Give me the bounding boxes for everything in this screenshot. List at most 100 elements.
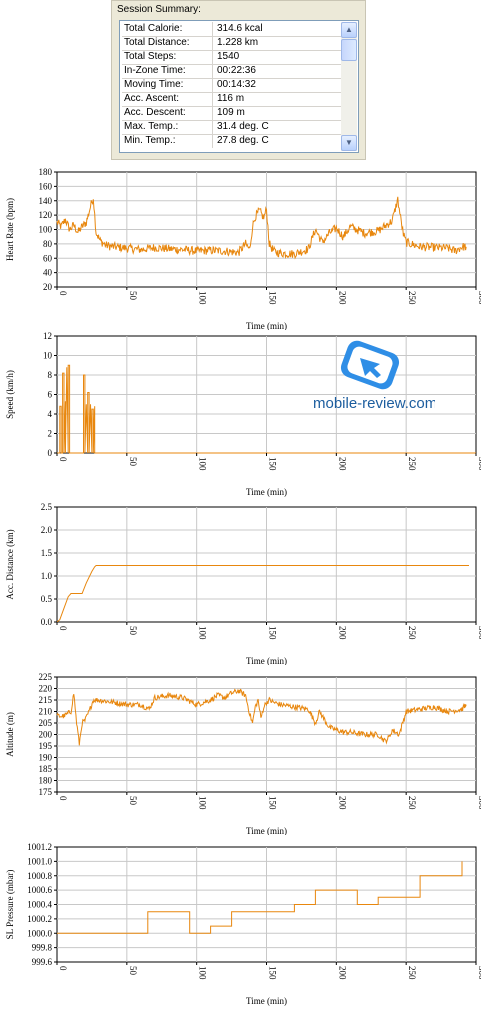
series-line — [56, 565, 469, 623]
scrollbar-thumb[interactable] — [341, 39, 357, 61]
y-tick-label: 100 — [39, 225, 53, 235]
summary-label: Acc. Descent: — [124, 107, 186, 118]
summary-value: 314.6 kcal — [212, 22, 349, 36]
x-tick-label: 250 — [407, 626, 417, 640]
y-tick-label: 2 — [48, 429, 53, 439]
x-tick-label: 100 — [198, 457, 208, 471]
summary-scrollbar[interactable]: ▲ ▼ — [341, 22, 357, 151]
summary-value: 00:22:36 — [212, 64, 349, 78]
watermark: mobile-review.com — [313, 340, 435, 412]
y-tick-label: 999.6 — [32, 957, 53, 967]
x-tick-label: 200 — [337, 796, 347, 810]
x-tick-label: 150 — [268, 626, 278, 640]
x-tick-label: 100 — [198, 291, 208, 305]
y-tick-label: 1000.0 — [27, 928, 52, 938]
x-tick-label: 0 — [58, 457, 68, 462]
y-tick-label: 999.8 — [32, 943, 53, 953]
x-tick-label: 150 — [268, 457, 278, 471]
series-line — [57, 861, 463, 934]
y-tick-label: 185 — [39, 764, 53, 774]
x-tick-label: 200 — [337, 291, 347, 305]
x-tick-label: 300 — [477, 291, 481, 305]
arrow-up-icon[interactable]: ▲ — [341, 22, 357, 38]
y-tick-label: 1001.0 — [27, 856, 52, 866]
y-tick-label: 2.0 — [41, 525, 53, 535]
x-axis-label: Time (min) — [246, 996, 287, 1006]
x-axis-label: Time (min) — [246, 487, 287, 497]
y-tick-label: 12 — [43, 332, 52, 341]
summary-label: Min. Temp.: — [124, 135, 176, 146]
summary-label: Moving Time: — [124, 79, 184, 90]
series-line — [56, 688, 467, 746]
x-tick-label: 250 — [407, 796, 417, 810]
altitude-chart: 0 50 100 150 200 250 3001751801851901952002052… — [5, 672, 481, 835]
x-tick-label: 0 — [58, 626, 68, 631]
x-tick-label: 100 — [198, 966, 208, 980]
y-tick-label: 10 — [43, 351, 53, 361]
y-tick-label: 8 — [48, 370, 53, 380]
speed-chart: 0 50 100 150 200 250 300 0 2 4 6 8 10 12 Time (min) Spe… — [5, 332, 481, 497]
y-tick-label: 1000.4 — [27, 900, 52, 910]
x-tick-label: 0 — [58, 966, 68, 971]
y-tick-label: 2.5 — [41, 502, 53, 512]
arrow-down-icon[interactable]: ▼ — [341, 135, 357, 151]
x-tick-label: 50 — [128, 626, 138, 636]
summary-value: 1540 — [212, 50, 349, 64]
y-tick-label: 160 — [39, 181, 53, 191]
y-tick-label: 20 — [43, 282, 53, 292]
summary-label: In-Zone Time: — [124, 65, 186, 76]
watermark-text: mobile-review.com — [313, 395, 435, 412]
y-tick-label: 205 — [39, 718, 53, 728]
y-tick-label: 4 — [48, 409, 53, 419]
y-tick-label: 40 — [43, 268, 53, 278]
x-tick-label: 200 — [337, 966, 347, 980]
y-tick-label: 1000.8 — [27, 871, 52, 881]
summary-value: 1.228 km — [212, 36, 349, 50]
y-tick-label: 120 — [39, 210, 53, 220]
session-summary-list[interactable]: Total Calorie: 314.6 kcal Total Distance:… — [119, 20, 359, 153]
x-tick-label: 250 — [407, 291, 417, 305]
y-tick-label: 1000.2 — [27, 914, 52, 924]
x-tick-label: 150 — [268, 796, 278, 810]
x-tick-label: 50 — [128, 966, 138, 976]
y-axis-label: Altitude (m) — [5, 712, 15, 757]
y-tick-label: 175 — [39, 787, 53, 797]
x-tick-label: 50 — [128, 796, 138, 806]
x-tick-label: 300 — [477, 626, 481, 640]
x-axis-label: Time (min) — [246, 321, 287, 330]
summary-value: 116 m — [212, 92, 349, 106]
y-tick-label: 225 — [39, 672, 53, 682]
y-tick-label: 1.5 — [41, 548, 53, 558]
x-axis-label: Time (min) — [246, 656, 287, 665]
summary-value: 27.8 deg. C — [212, 134, 349, 148]
summary-value: 00:14:32 — [212, 78, 349, 92]
y-axis-label: Acc. Distance (km) — [5, 529, 15, 599]
y-tick-label: 195 — [39, 741, 53, 751]
x-tick-label: 150 — [268, 966, 278, 980]
y-axis-label: Heart Rate (bpm) — [5, 198, 15, 261]
summary-value: 109 m — [212, 106, 349, 120]
heart-rate-chart: 0 50 100 150 200 250 300 20 40 60 80 100 120 140 160 18… — [5, 167, 481, 330]
summary-value: 31.4 deg. C — [212, 120, 349, 134]
x-tick-label: 0 — [58, 796, 68, 801]
series-line — [57, 364, 476, 454]
acc-distance-chart: 0 50 100 150 200 250 300 0.0 0.5 1.0 1.5 2.0 2.5 Time… — [5, 502, 481, 665]
summary-label: Acc. Ascent: — [124, 93, 180, 104]
y-axis-label: Speed (km/h) — [5, 370, 15, 419]
y-tick-label: 1001.2 — [27, 842, 52, 852]
session-summary-panel: Session Summary: Total Calorie: 314.6 kca… — [111, 0, 366, 160]
session-summary-title: Session Summary: — [117, 4, 201, 15]
y-tick-label: 140 — [39, 196, 53, 206]
x-tick-label: 200 — [337, 626, 347, 640]
y-axis-label: SL Pressure (mbar) — [5, 870, 15, 940]
x-tick-label: 300 — [477, 966, 481, 980]
series-line — [56, 196, 467, 260]
x-tick-label: 250 — [407, 457, 417, 471]
y-tick-label: 200 — [39, 730, 53, 740]
summary-label: Total Distance: — [124, 37, 190, 48]
x-tick-label: 200 — [337, 457, 347, 471]
x-tick-label: 150 — [268, 291, 278, 305]
y-tick-label: 80 — [43, 239, 53, 249]
y-tick-label: 180 — [39, 167, 53, 177]
y-tick-label: 190 — [39, 753, 53, 763]
